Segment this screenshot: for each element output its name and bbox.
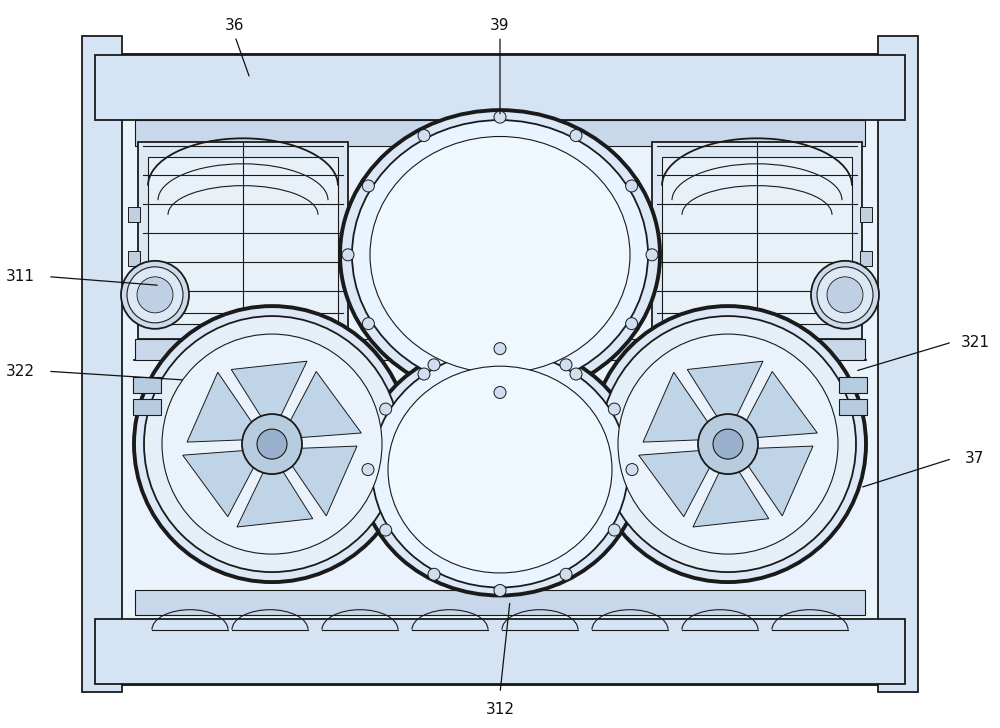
Polygon shape [237, 454, 313, 527]
Circle shape [590, 306, 866, 582]
Bar [138, 142, 348, 339]
Circle shape [342, 249, 354, 261]
Polygon shape [737, 446, 813, 516]
Ellipse shape [372, 352, 628, 587]
Bar [420, 353, 580, 368]
Circle shape [494, 387, 506, 398]
Bar [860, 251, 872, 266]
Bar [135, 120, 865, 146]
Bar [128, 295, 140, 309]
Circle shape [121, 261, 189, 329]
Bar [133, 399, 161, 415]
Circle shape [380, 524, 392, 536]
Circle shape [827, 277, 863, 313]
Circle shape [646, 249, 658, 261]
Circle shape [494, 111, 506, 123]
Circle shape [560, 359, 572, 371]
Bar [148, 157, 338, 324]
Text: 322: 322 [6, 364, 34, 379]
Circle shape [570, 130, 582, 141]
Circle shape [698, 414, 758, 474]
Polygon shape [737, 371, 817, 439]
Bar [878, 36, 918, 692]
Text: 39: 39 [490, 18, 510, 33]
Circle shape [137, 277, 173, 313]
Circle shape [257, 429, 287, 459]
Polygon shape [693, 454, 769, 527]
Bar [82, 36, 122, 692]
Circle shape [418, 368, 430, 380]
Polygon shape [687, 361, 763, 434]
Bar [135, 339, 865, 360]
Polygon shape [639, 449, 719, 517]
Polygon shape [187, 372, 263, 442]
Circle shape [811, 261, 879, 329]
Circle shape [618, 334, 838, 554]
Bar [839, 399, 867, 415]
Ellipse shape [388, 366, 612, 573]
Bar [133, 377, 161, 393]
Bar [128, 207, 140, 222]
Text: 36: 36 [225, 18, 245, 33]
Text: 37: 37 [965, 451, 985, 466]
Circle shape [560, 569, 572, 580]
Bar [860, 207, 872, 222]
Ellipse shape [340, 110, 660, 400]
Circle shape [428, 569, 440, 580]
Bar [95, 55, 905, 120]
Polygon shape [281, 371, 361, 439]
Circle shape [626, 180, 638, 192]
Circle shape [600, 316, 856, 572]
Polygon shape [231, 361, 307, 434]
Polygon shape [183, 449, 263, 517]
Circle shape [362, 464, 374, 475]
Circle shape [127, 267, 183, 323]
Text: 321: 321 [960, 335, 990, 349]
Circle shape [608, 524, 620, 536]
Text: 312: 312 [486, 702, 514, 716]
Circle shape [570, 368, 582, 380]
Circle shape [494, 343, 506, 355]
Circle shape [626, 464, 638, 475]
Circle shape [362, 317, 374, 330]
Circle shape [428, 359, 440, 371]
Circle shape [162, 334, 382, 554]
Circle shape [362, 180, 374, 192]
Bar [95, 55, 905, 684]
Ellipse shape [360, 344, 640, 596]
Circle shape [494, 585, 506, 596]
Bar [95, 619, 905, 684]
Circle shape [713, 429, 743, 459]
Circle shape [242, 414, 302, 474]
Ellipse shape [352, 120, 648, 389]
Bar [652, 142, 862, 339]
Circle shape [626, 317, 638, 330]
Circle shape [608, 403, 620, 415]
Circle shape [144, 316, 400, 572]
Circle shape [134, 306, 410, 582]
Bar [128, 251, 140, 266]
Polygon shape [643, 372, 719, 442]
Circle shape [380, 403, 392, 415]
Text: 311: 311 [6, 269, 34, 284]
Bar [860, 295, 872, 309]
Ellipse shape [370, 136, 630, 373]
Circle shape [418, 130, 430, 141]
Bar [135, 590, 865, 615]
Bar [839, 377, 867, 393]
Circle shape [817, 267, 873, 323]
Bar [662, 157, 852, 324]
Polygon shape [281, 446, 357, 516]
